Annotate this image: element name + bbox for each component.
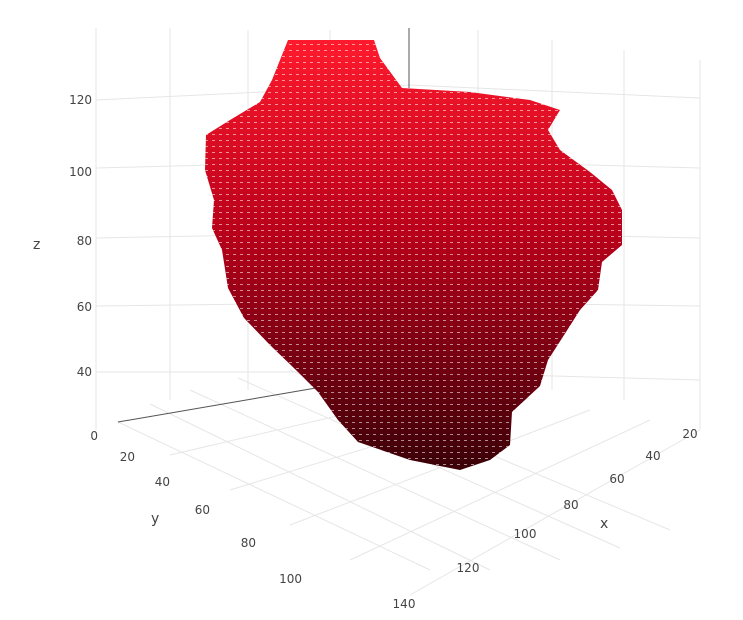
z-axis-title: z (33, 237, 40, 253)
y-tick-label: 20 (120, 450, 135, 464)
x-tick-label: 140 (393, 597, 416, 611)
grid-line (189, 389, 561, 561)
y-tick-label: 80 (241, 536, 256, 550)
z-tick-label: 60 (77, 300, 92, 314)
grid-lines (95, 28, 701, 596)
z-tick-label: 0 (90, 429, 98, 443)
y-tick-label: 100 (279, 572, 302, 586)
grid-line (349, 419, 651, 561)
y-tick-label: 60 (195, 503, 210, 517)
grid-line (289, 409, 591, 526)
z-tick-label: 100 (69, 165, 92, 179)
data-cloud (205, 40, 622, 470)
voxel-texture (205, 40, 622, 470)
x-tick-label: 60 (609, 472, 624, 486)
grid-line (117, 421, 431, 571)
y-tick-label: 40 (155, 475, 170, 489)
x-tick-label: 120 (457, 561, 480, 575)
z-tick-label: 120 (69, 93, 92, 107)
x-tick-label: 20 (682, 427, 697, 441)
y-tick-labels: 20 40 60 80 100 (120, 450, 302, 586)
x-axis-title: x (600, 516, 608, 532)
x-tick-labels: 20 40 60 80 100 120 140 (393, 427, 698, 611)
x-tick-label: 100 (514, 527, 537, 541)
z-tick-label: 40 (77, 365, 92, 379)
y-axis-title: y (151, 511, 159, 527)
grid-line (149, 403, 491, 571)
z-tick-labels: 0 40 60 80 100 120 (69, 93, 98, 443)
z-tick-label: 80 (77, 234, 92, 248)
x-tick-label: 40 (645, 449, 660, 463)
x-tick-label: 80 (563, 498, 578, 512)
grid-line (409, 429, 701, 596)
grid-line (408, 84, 701, 99)
